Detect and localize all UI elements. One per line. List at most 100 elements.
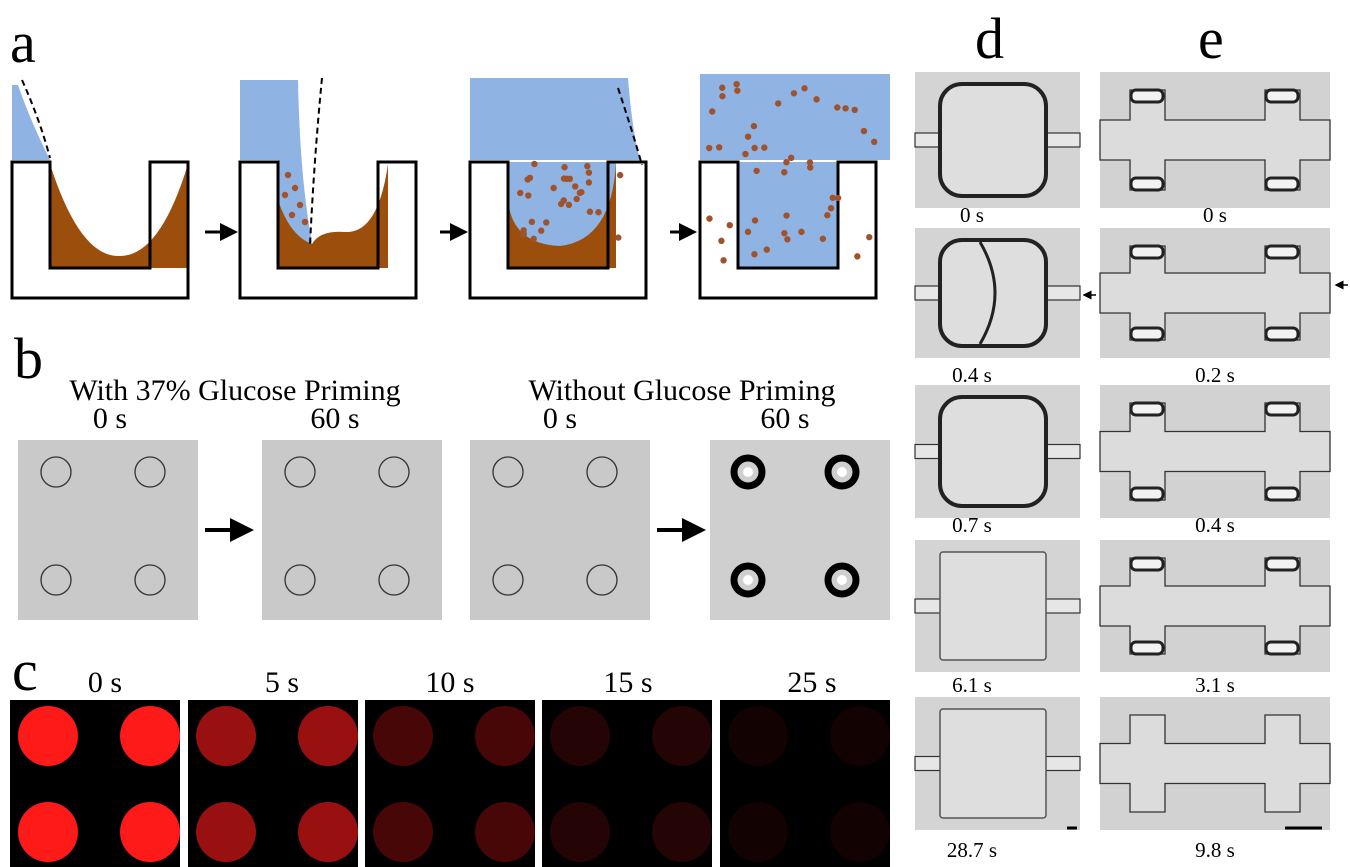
panel-label: b <box>14 326 43 391</box>
meniscus <box>310 78 322 245</box>
time-label: 9.8 s <box>1195 838 1235 862</box>
particle <box>525 192 531 198</box>
particle <box>617 172 623 178</box>
particle <box>720 257 726 263</box>
particle <box>830 195 836 201</box>
schematics <box>12 74 890 298</box>
particle <box>302 219 308 225</box>
particle <box>615 234 621 240</box>
particle <box>706 215 712 221</box>
time-label: 5 s <box>265 666 299 699</box>
time-label: 0 s <box>960 203 984 227</box>
particle <box>538 228 544 234</box>
chamber <box>940 552 1046 660</box>
trapped-air <box>1266 488 1298 500</box>
particle <box>752 217 758 223</box>
particle <box>742 151 748 157</box>
trapped-air <box>1131 328 1163 340</box>
trapped-air <box>1131 558 1163 570</box>
trapped-air <box>1131 90 1163 102</box>
particle <box>584 163 590 169</box>
particle <box>587 209 593 215</box>
fluorescent-well <box>728 802 788 862</box>
chamber <box>940 240 1046 346</box>
chamber <box>940 84 1046 196</box>
particle <box>781 169 787 175</box>
particle <box>781 230 787 236</box>
fluorescent-well <box>475 802 535 862</box>
particle <box>716 144 722 150</box>
particle <box>297 202 303 208</box>
particle <box>543 219 549 225</box>
time-label: 0.4 s <box>1195 513 1235 537</box>
particle <box>788 155 794 161</box>
particle <box>718 238 724 244</box>
time-label: 0.4 s <box>952 363 992 387</box>
time-label: 0.2 s <box>1195 363 1235 387</box>
particle <box>807 164 813 170</box>
time-label: 0.7 s <box>952 513 992 537</box>
particle <box>733 81 739 87</box>
wall <box>240 162 416 298</box>
trapped-air <box>1266 403 1298 415</box>
fluorescent-well <box>830 802 890 862</box>
particle <box>834 104 840 110</box>
fluid <box>470 78 640 160</box>
trapped-air <box>1131 246 1163 258</box>
particle <box>719 85 725 91</box>
particle <box>751 123 757 129</box>
fluorescent-well <box>120 706 180 766</box>
particle <box>573 196 579 202</box>
bubble-core <box>837 575 847 585</box>
particle <box>828 205 834 211</box>
particle <box>566 202 572 208</box>
particle <box>734 87 740 93</box>
particle <box>764 246 770 252</box>
particle <box>775 100 781 106</box>
trapped-air <box>1131 488 1163 500</box>
particle <box>813 96 819 102</box>
fluorescent-well <box>120 802 180 862</box>
particle <box>531 236 537 242</box>
particle <box>558 201 564 207</box>
trapped-air <box>1266 642 1298 654</box>
fluorescent-well <box>550 802 610 862</box>
particle <box>871 139 877 145</box>
micrograph <box>470 440 650 620</box>
particle <box>529 219 535 225</box>
particle <box>751 251 757 257</box>
particle <box>784 236 790 242</box>
trapped-air <box>1131 178 1163 190</box>
particle <box>791 90 797 96</box>
trapped-air <box>1266 558 1298 570</box>
time-label: 0 s <box>93 402 127 435</box>
particle <box>745 133 751 139</box>
particle <box>842 105 848 111</box>
particle <box>521 231 527 237</box>
panel-label: d <box>975 6 1004 71</box>
fluorescent-well <box>652 706 712 766</box>
fluorescent-well <box>728 706 788 766</box>
chamber <box>940 709 1046 818</box>
time-label: 0 s <box>543 402 577 435</box>
fluorescent-well <box>196 706 256 766</box>
particle <box>753 168 759 174</box>
particle <box>527 175 533 181</box>
panel-label: e <box>1198 6 1224 71</box>
time-label: 0 s <box>1203 203 1227 227</box>
particle <box>783 212 789 218</box>
particle <box>517 190 523 196</box>
time-label: 15 s <box>603 666 652 699</box>
particle <box>285 172 291 178</box>
particle <box>820 236 826 242</box>
fluid <box>12 85 50 160</box>
fluorescent-well <box>830 706 890 766</box>
particle <box>706 145 712 151</box>
micrograph <box>18 440 198 620</box>
particle <box>824 212 830 218</box>
time-label: 60 s <box>310 402 359 435</box>
fluorescent-well <box>298 802 358 862</box>
panel-label: c <box>12 638 38 703</box>
time-label: 10 s <box>425 666 474 699</box>
panel-label: a <box>10 10 36 75</box>
